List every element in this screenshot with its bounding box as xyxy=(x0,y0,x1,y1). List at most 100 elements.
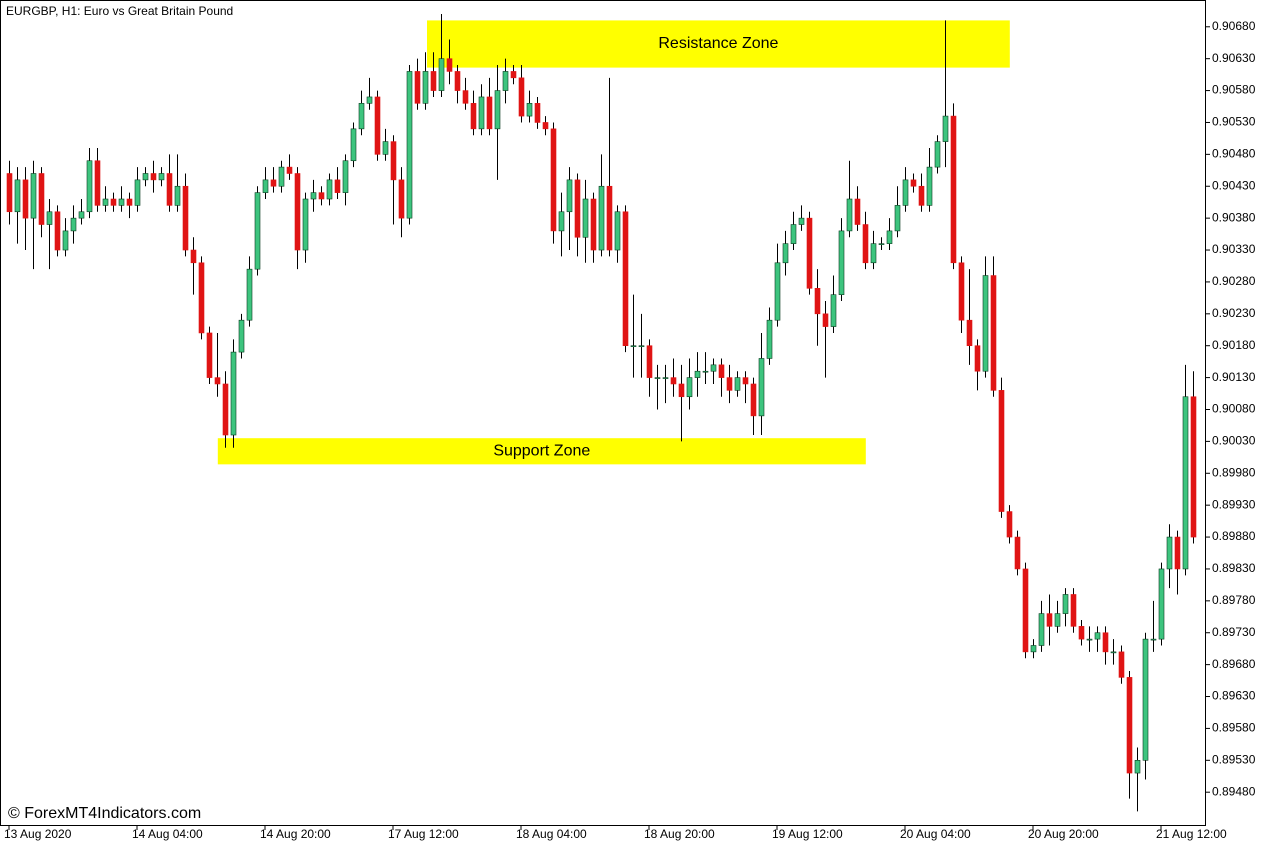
candle-body xyxy=(806,217,813,289)
candle-body xyxy=(702,370,709,373)
candle-body xyxy=(582,198,589,238)
candle-body xyxy=(1054,613,1061,627)
y-tick-label: 0.90630 xyxy=(1212,51,1256,65)
candle-body xyxy=(430,71,437,91)
candle-body xyxy=(814,288,821,315)
candle-body xyxy=(46,211,53,225)
candle-body xyxy=(174,185,181,206)
y-tick-label: 0.89830 xyxy=(1212,561,1256,575)
x-tick-label: 19 Aug 12:00 xyxy=(772,827,843,841)
candle-body xyxy=(118,198,125,206)
candle-body xyxy=(606,185,613,251)
candle-body xyxy=(590,198,597,251)
candle-body xyxy=(342,160,349,193)
candle-body xyxy=(742,377,749,385)
candle-body xyxy=(358,103,365,130)
y-tick-label: 0.89780 xyxy=(1212,593,1256,607)
candle-body xyxy=(350,128,357,162)
y-tick-label: 0.90330 xyxy=(1212,242,1256,256)
candle-body xyxy=(926,166,933,206)
candle-body xyxy=(518,77,525,117)
candle-body xyxy=(1038,613,1045,646)
candle-body xyxy=(254,192,261,270)
candle-body xyxy=(1094,632,1101,640)
candle-body xyxy=(6,173,13,213)
candle-body xyxy=(534,103,541,123)
candle-body xyxy=(846,198,853,232)
candle-body xyxy=(158,173,165,181)
candle-body xyxy=(638,345,645,348)
candle-body xyxy=(222,383,229,436)
candle-body xyxy=(910,179,917,187)
candle-body xyxy=(662,377,669,379)
candle-body xyxy=(998,390,1005,512)
y-tick-label: 0.90430 xyxy=(1212,178,1256,192)
candle-body xyxy=(142,173,149,181)
y-tick-label: 0.90080 xyxy=(1212,402,1256,416)
candle-body xyxy=(1030,645,1037,653)
candle-body xyxy=(502,71,509,91)
candle-body xyxy=(830,294,837,327)
candle-body xyxy=(470,103,477,130)
candle-body xyxy=(38,173,45,225)
candle-body xyxy=(262,179,269,193)
candle-body xyxy=(1142,638,1149,761)
candle-body xyxy=(166,173,173,206)
zones: Resistance Zone Support Zone xyxy=(217,20,1010,465)
candle-body xyxy=(574,179,581,238)
y-tick-label: 0.90030 xyxy=(1212,434,1256,448)
candle-body xyxy=(686,377,693,398)
y-tick-label: 0.89930 xyxy=(1212,497,1256,511)
y-tick-label: 0.90130 xyxy=(1212,370,1256,384)
y-tick-label: 0.90580 xyxy=(1212,83,1256,97)
candle-body xyxy=(278,166,285,187)
candle-body xyxy=(1126,677,1133,774)
candle-body xyxy=(1078,626,1085,640)
y-tick-label: 0.90530 xyxy=(1212,115,1256,129)
candle-body xyxy=(54,211,61,251)
candle-body xyxy=(870,243,877,264)
candle-body xyxy=(542,122,549,130)
candle-body xyxy=(1190,396,1197,538)
candle-body xyxy=(366,96,373,104)
candle-body xyxy=(718,364,725,378)
candle-body xyxy=(1158,568,1165,640)
candle-body xyxy=(966,319,973,347)
candle-body xyxy=(774,262,781,321)
candle-body xyxy=(414,71,421,104)
y-tick-label: 0.90180 xyxy=(1212,338,1256,352)
candle-body xyxy=(438,58,445,91)
candle-body xyxy=(390,141,397,181)
x-tick-label: 17 Aug 12:00 xyxy=(388,827,459,841)
zone-label: Resistance Zone xyxy=(658,35,778,52)
candle-body xyxy=(622,211,629,347)
candle-body xyxy=(78,211,85,219)
candle-body xyxy=(486,96,493,130)
candle-body xyxy=(798,217,805,225)
candle-body xyxy=(862,224,869,264)
candle-body xyxy=(126,198,133,206)
candle-body xyxy=(302,198,309,251)
candle-body xyxy=(454,71,461,91)
candle-body xyxy=(838,230,845,295)
candle-body xyxy=(734,377,741,391)
candle-body xyxy=(974,345,981,372)
candle-body xyxy=(550,128,557,232)
candle-body xyxy=(62,230,69,251)
candle-body xyxy=(478,96,485,130)
candle-body xyxy=(694,370,701,378)
candle-body xyxy=(510,71,517,79)
candle-body xyxy=(766,319,773,359)
candle-body xyxy=(646,345,653,378)
candle-body xyxy=(942,115,949,142)
candle-body xyxy=(214,377,221,385)
candle-body xyxy=(878,243,885,245)
candle-body xyxy=(670,377,677,385)
candle-body xyxy=(1118,651,1125,678)
candle-body xyxy=(406,71,413,219)
candle-body xyxy=(318,192,325,200)
zone-label: Support Zone xyxy=(493,442,590,459)
candle-body xyxy=(1150,638,1157,641)
candle-body xyxy=(94,160,101,206)
x-tick-label: 21 Aug 12:00 xyxy=(1156,827,1227,841)
